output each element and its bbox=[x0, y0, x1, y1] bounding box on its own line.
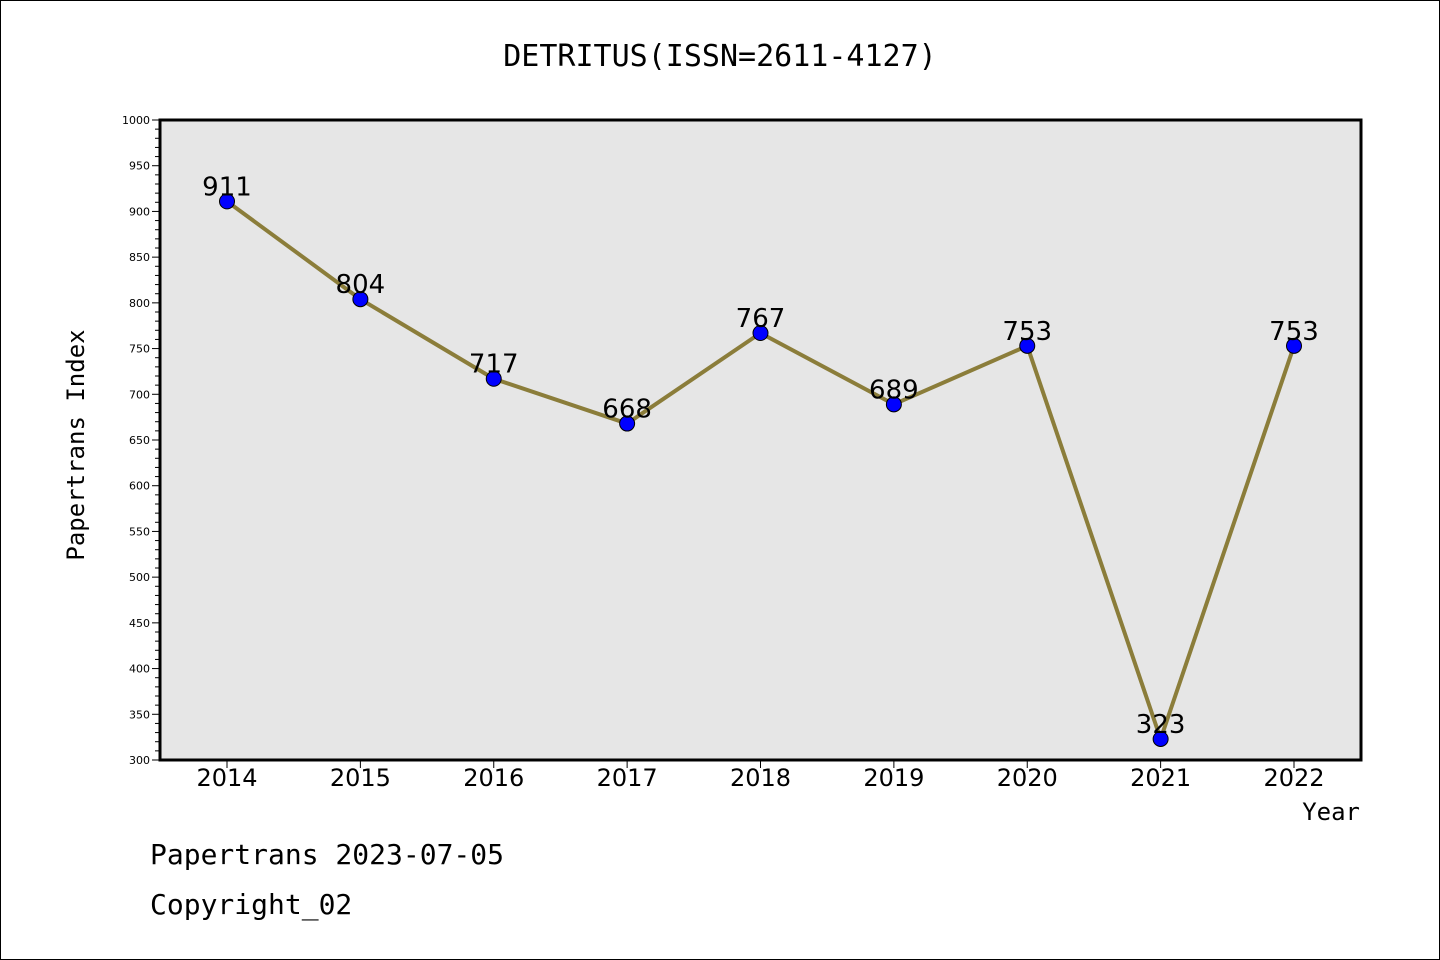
y-tick-label: 350 bbox=[129, 708, 150, 721]
data-label: 717 bbox=[469, 350, 519, 380]
x-tick-label: 2021 bbox=[1130, 764, 1191, 792]
data-point bbox=[485, 370, 502, 387]
x-axis: 2014 2015 2016 2017 2018 2019 2020 2021 2022 bbox=[196, 760, 1325, 792]
data-label: 767 bbox=[736, 304, 786, 334]
y-tick-label: 300 bbox=[129, 754, 150, 767]
x-tick-label: 2014 bbox=[196, 764, 257, 792]
data-label: 689 bbox=[869, 375, 919, 405]
y-axis-label: Papertrans Index bbox=[62, 329, 90, 560]
data-point bbox=[752, 325, 769, 342]
data-label: 753 bbox=[1002, 317, 1052, 347]
data-point bbox=[352, 291, 369, 308]
y-tick-label: 800 bbox=[129, 297, 150, 310]
series-papertrans-index: 911 804 717 668 767 689 753 323 753 bbox=[202, 172, 1319, 747]
x-tick-label: 2019 bbox=[863, 764, 924, 792]
data-point bbox=[1019, 337, 1036, 354]
x-tick-label: 2018 bbox=[730, 764, 791, 792]
chart-title: DETRITUS(ISSN=2611-4127) bbox=[503, 39, 936, 74]
data-point bbox=[1286, 337, 1302, 354]
footer-copyright: Copyright_02 bbox=[150, 888, 352, 922]
y-tick-label: 1000 bbox=[122, 114, 150, 127]
y-tick-label: 950 bbox=[129, 160, 150, 173]
x-tick-label: 2020 bbox=[997, 764, 1058, 792]
x-tick-label: 2022 bbox=[1263, 764, 1324, 792]
y-axis: 300 350 400 450 500 550 600 650 700 750 800 850 900 9… bbox=[122, 114, 160, 767]
data-label: 911 bbox=[202, 172, 252, 202]
y-tick-label: 500 bbox=[129, 571, 150, 584]
data-point bbox=[619, 415, 636, 432]
plot-area bbox=[158, 118, 1363, 762]
y-tick-label: 850 bbox=[129, 251, 150, 264]
x-tick-label: 2015 bbox=[330, 764, 391, 792]
x-tick-label: 2017 bbox=[597, 764, 658, 792]
y-tick-label: 700 bbox=[129, 388, 150, 401]
data-label: 668 bbox=[602, 395, 652, 425]
data-point bbox=[219, 193, 235, 210]
y-tick-label: 750 bbox=[129, 343, 150, 356]
footer-date: Papertrans 2023-07-05 bbox=[150, 838, 504, 871]
y-tick-label: 650 bbox=[129, 434, 150, 447]
y-tick-label: 900 bbox=[129, 205, 150, 218]
y-tick-label: 450 bbox=[129, 617, 150, 630]
y-tick-label: 550 bbox=[129, 525, 150, 538]
y-tick-label: 400 bbox=[129, 663, 150, 676]
data-label: 323 bbox=[1136, 710, 1186, 740]
data-label: 804 bbox=[336, 270, 386, 300]
data-point bbox=[885, 396, 902, 413]
y-tick-label: 600 bbox=[129, 480, 150, 493]
data-point bbox=[1152, 730, 1169, 747]
x-tick-label: 2016 bbox=[463, 764, 524, 792]
data-label: 753 bbox=[1269, 317, 1319, 347]
x-axis-label: Year bbox=[1302, 798, 1360, 826]
